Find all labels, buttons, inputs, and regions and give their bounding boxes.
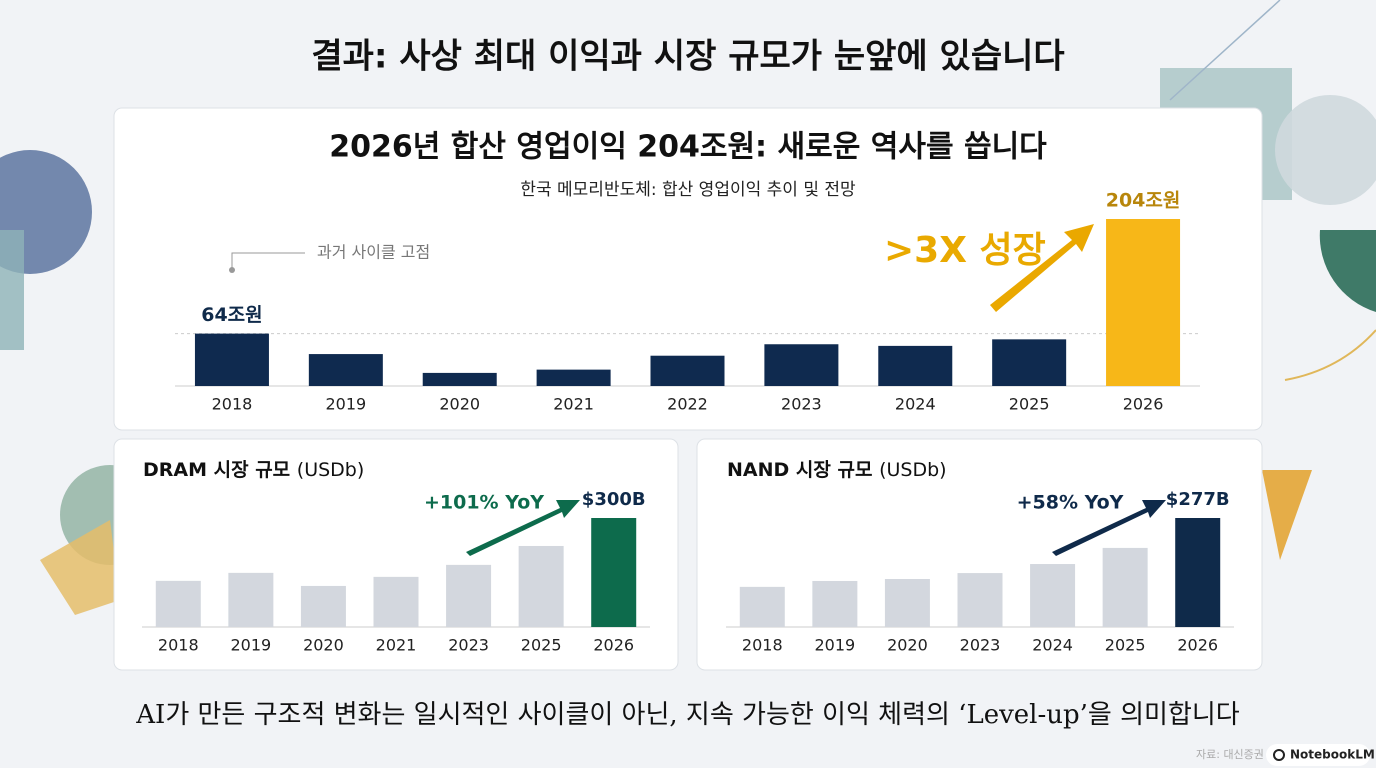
- chart-title: 2026년 합산 영업이익 204조원: 새로운 역사를 씁니다: [329, 130, 1047, 165]
- x-tick-label: 2026: [1123, 395, 1164, 414]
- bar: [992, 339, 1067, 386]
- bar: [518, 545, 564, 627]
- bar: [957, 573, 1003, 627]
- data-label: 204조원: [1106, 190, 1181, 212]
- annotation: >3X 성장: [884, 230, 1046, 271]
- slide-title: 결과: 사상 최대 이익과 시장 규모가 눈앞에 있습니다: [311, 37, 1064, 77]
- x-tick-label: 2023: [781, 395, 822, 414]
- x-tick-label: 2022: [667, 395, 708, 414]
- bar: [422, 372, 497, 386]
- decor-shape: [40, 520, 120, 615]
- x-tick-label: 2020: [887, 636, 928, 655]
- x-tick-label: 2019: [230, 636, 271, 655]
- chart-title-text: NAND 시장 규모: [727, 459, 872, 481]
- decor-line: [1169, 0, 1281, 101]
- x-tick-label: 2025: [1009, 395, 1050, 414]
- x-tick-label: 2018: [742, 636, 783, 655]
- x-tick-label: 2018: [212, 395, 253, 414]
- annotation: 과거 사이클 고점: [317, 243, 430, 262]
- data-label: $277B: [1166, 489, 1230, 510]
- chart-subtitle: 한국 메모리반도체: 합산 영업이익 추이 및 전망: [520, 180, 856, 200]
- growth-arrow: [466, 500, 580, 556]
- bar: [650, 355, 725, 386]
- callout-line: [231, 252, 305, 270]
- bar: [591, 518, 637, 627]
- bar: [739, 586, 785, 627]
- chart-title-text: DRAM 시장 규모: [143, 459, 290, 481]
- panel: [113, 107, 1263, 431]
- bar: [1030, 564, 1076, 627]
- x-tick-label: 2023: [960, 636, 1001, 655]
- x-tick-label: 2021: [376, 636, 417, 655]
- footer: AI가 만든 구조적 변화는 일시적인 사이클이 아닌, 지속 가능한 이익 체…: [135, 700, 1240, 730]
- x-tick-label: 2023: [448, 636, 489, 655]
- decor-line: [1284, 329, 1376, 381]
- bar: [536, 369, 611, 386]
- annotation: +58% YoY: [1017, 492, 1124, 514]
- data-label: 64조원: [201, 304, 262, 326]
- bar: [228, 572, 274, 627]
- bar: [300, 585, 346, 627]
- bar: [812, 580, 858, 627]
- decor-circle: [1275, 95, 1376, 205]
- source: 자료: 대신증권: [1196, 748, 1264, 761]
- bar: [1175, 518, 1221, 627]
- brand: NotebookLM: [1290, 748, 1375, 762]
- x-tick-label: 2020: [303, 636, 344, 655]
- callout-dot: [229, 267, 235, 273]
- x-tick-label: 2026: [593, 636, 634, 655]
- annotation: +101% YoY: [424, 492, 544, 514]
- bar: [308, 354, 383, 386]
- chart-unit: (USDb): [879, 459, 946, 481]
- x-tick-label: 2024: [895, 395, 936, 414]
- bar: [878, 345, 953, 386]
- brand-badge: [1266, 744, 1370, 766]
- chart-title: NAND 시장 규모 (USDb): [727, 459, 947, 481]
- brand-icon: [1273, 749, 1285, 761]
- bar: [155, 580, 201, 627]
- growth-arrow: [990, 224, 1094, 312]
- x-tick-label: 2020: [439, 395, 480, 414]
- growth-arrow: [1052, 500, 1166, 556]
- bar: [373, 576, 419, 627]
- decor-rect: [0, 230, 24, 350]
- bar: [1106, 219, 1181, 386]
- x-tick-label: 2025: [521, 636, 562, 655]
- x-tick-label: 2025: [1105, 636, 1146, 655]
- bar: [194, 333, 269, 386]
- x-tick-label: 2018: [158, 636, 199, 655]
- x-tick-label: 2019: [325, 395, 366, 414]
- chart-title: DRAM 시장 규모 (USDb): [143, 459, 364, 481]
- bar: [884, 578, 930, 627]
- decor-shape: [1262, 470, 1312, 560]
- bar: [1102, 547, 1148, 627]
- data-label: $300B: [582, 489, 646, 510]
- bar: [764, 344, 839, 386]
- chart-unit: (USDb): [297, 459, 364, 481]
- x-tick-label: 2024: [1032, 636, 1073, 655]
- x-tick-label: 2026: [1177, 636, 1218, 655]
- x-tick-label: 2019: [814, 636, 855, 655]
- x-tick-label: 2021: [553, 395, 594, 414]
- decor-shape: [1319, 230, 1376, 312]
- bar: [446, 564, 492, 627]
